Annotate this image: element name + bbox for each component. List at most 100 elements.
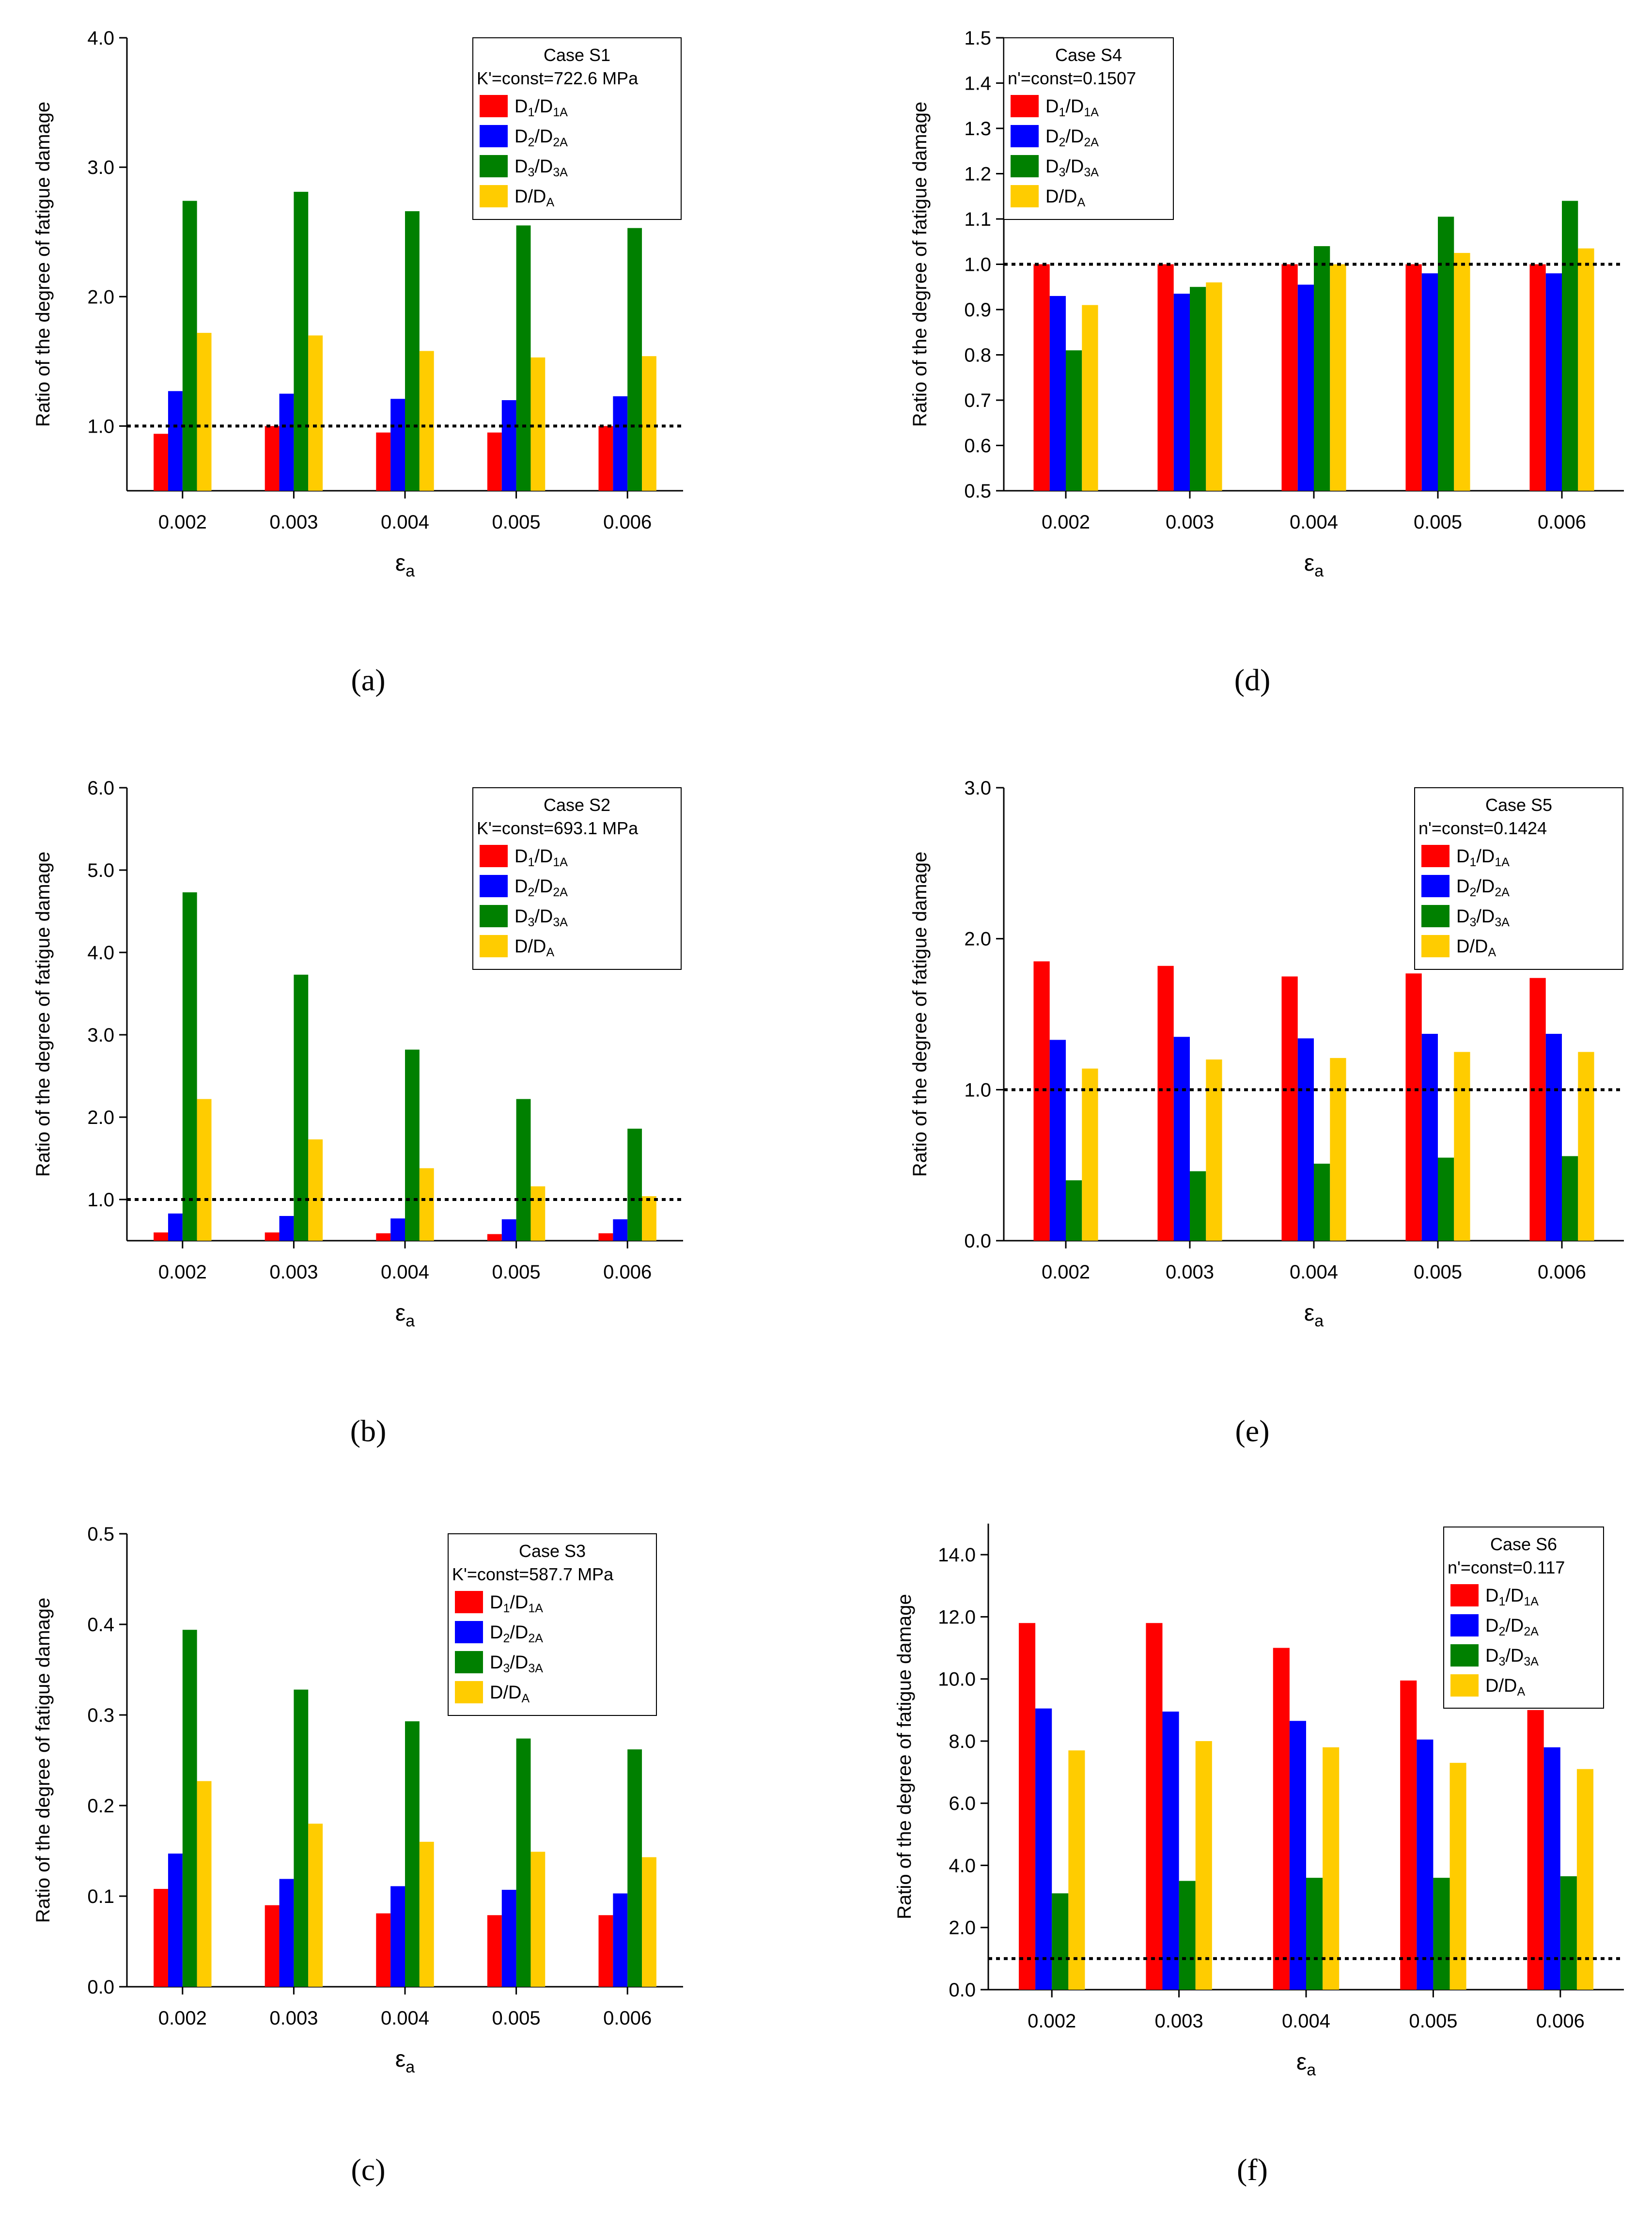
bar-d3-d3a-0.002	[1052, 1893, 1069, 1990]
legend-swatch	[1421, 935, 1449, 957]
bar-d2-d2a-0.005	[1421, 1034, 1438, 1241]
bar-d-da-0.002	[1082, 305, 1098, 491]
legend-swatch	[1421, 905, 1449, 927]
chart-panel-3: 0.0 0.1 0.2 0.3 0.4 0.5 Ratio of the degree of…	[32, 1524, 683, 2187]
y-tick-label: 2.0	[87, 1107, 114, 1128]
x-tick-label: 0.002	[1042, 512, 1090, 533]
legend-swatch	[455, 1651, 483, 1673]
panel-label: (d)	[1234, 663, 1271, 697]
legend-swatch	[1011, 155, 1039, 177]
y-tick-label: 3.0	[964, 778, 991, 799]
x-tick-label: 0.003	[1166, 512, 1214, 533]
bar-d2-d2a-0.004	[390, 1886, 405, 1987]
bar-d2-d2a-0.004	[1289, 1721, 1306, 1990]
legend-entry-label: D2​/D2A​	[490, 1622, 543, 1645]
bar-d-da-0.004	[419, 1168, 434, 1241]
bar-d2-d2a-0.003	[279, 393, 294, 491]
bar-d3-d3a-0.006	[627, 1749, 642, 1987]
legend: Case S5 n'=const=0.1424 D1​/D1A​ D2​/D2A​ D3…	[1414, 787, 1623, 970]
x-tick-label: 0.006	[603, 512, 652, 533]
bar-d1-d1a-0.005	[1405, 264, 1422, 491]
legend-entry-label: D2​/D2A​	[1456, 876, 1510, 899]
x-tick-label: 0.003	[269, 1262, 318, 1283]
x-tick-label: 0.006	[1536, 2010, 1585, 2032]
bar-d3-d3a-0.002	[1066, 350, 1082, 491]
legend-subtitle: K'=const=693.1 MPa	[477, 818, 639, 838]
bar-d2-d2a-0.006	[1543, 1747, 1560, 1990]
legend-entry-label: D3​/D3A​	[514, 906, 568, 929]
legend: Case S6 n'=const=0.117 D1​/D1A​ D2​/D2A​ D3​…	[1443, 1527, 1604, 1709]
y-axis-label: Ratio of the degree of fatigue damage	[32, 102, 54, 427]
bar-d3-d3a-0.002	[182, 201, 197, 491]
legend-entry-label: D1​/D1A​	[1456, 846, 1510, 869]
legend-entry-label: D1​/D1A​	[514, 96, 568, 119]
x-tick-label: 0.002	[158, 1262, 207, 1283]
y-axis-label: Ratio of the degree of fatigue damage	[909, 852, 931, 1177]
bar-d2-d2a-0.003	[279, 1879, 294, 1987]
chart-panel-6: 0.0 2.0 4.0 6.0 8.0 10.0 12.0 14.0 Ratio of the …	[894, 1524, 1624, 2187]
bar-d2-d2a-0.002	[1049, 1040, 1066, 1241]
bar-d-da-0.005	[1454, 253, 1470, 491]
legend-swatch	[480, 95, 508, 117]
y-tick-label: 0.4	[87, 1614, 114, 1636]
bar-d-da-0.003	[1195, 1741, 1212, 1990]
panel-label: (b)	[350, 1414, 387, 1448]
bar-d3-d3a-0.003	[294, 191, 309, 491]
legend: Case S2 K'=const=693.1 MPa D1​/D1A​ D2​/D2A…	[472, 787, 682, 970]
bar-d2-d2a-0.003	[1173, 294, 1190, 491]
bar-d3-d3a-0.002	[1066, 1180, 1082, 1241]
y-tick-label: 0.7	[964, 390, 991, 411]
bar-d1-d1a-0.005	[487, 1915, 502, 1987]
bar-d1-d1a-0.003	[265, 1905, 280, 1987]
bar-d-da-0.002	[197, 333, 212, 491]
x-tick-label: 0.002	[158, 2008, 207, 2029]
y-tick-label: 1.4	[964, 73, 991, 94]
legend-entry-label: D1​/D1A​	[514, 846, 568, 869]
bar-d3-d3a-0.004	[405, 1721, 420, 1987]
legend-swatch	[1011, 95, 1039, 117]
bar-d1-d1a-0.003	[265, 1232, 280, 1241]
y-tick-label: 1.2	[964, 164, 991, 185]
bar-d2-d2a-0.005	[1417, 1739, 1434, 1990]
y-tick-label: 1.5	[964, 28, 991, 49]
y-tick-label: 3.0	[87, 157, 114, 178]
legend-swatch	[1011, 125, 1039, 147]
bar-d3-d3a-0.005	[1433, 1878, 1450, 1990]
y-tick-label: 2.0	[87, 286, 114, 308]
bar-d3-d3a-0.003	[294, 974, 309, 1241]
legend-entry-label: D3​/D3A​	[1485, 1646, 1539, 1668]
x-tick-label: 0.003	[269, 512, 318, 533]
bar-d-da-0.005	[1454, 1052, 1470, 1241]
bar-d2-d2a-0.003	[1173, 1037, 1190, 1241]
legend-entry-label: D/DA​	[1045, 187, 1085, 209]
bar-d3-d3a-0.005	[516, 1099, 531, 1241]
bar-d1-d1a-0.006	[1527, 1710, 1544, 1990]
bar-d2-d2a-0.004	[390, 1218, 405, 1241]
bar-d2-d2a-0.005	[501, 1219, 516, 1241]
legend-entry-label: D2​/D2A​	[1485, 1616, 1539, 1638]
bar-d3-d3a-0.005	[1438, 1157, 1454, 1241]
legend-entry-label: D/DA​	[1485, 1676, 1525, 1698]
y-axis-label: Ratio of the degree of fatigue damage	[32, 852, 54, 1177]
legend-swatch	[480, 155, 508, 177]
bar-d1-d1a-0.002	[154, 1889, 168, 1987]
bar-d1-d1a-0.006	[598, 1915, 613, 1987]
legend-title: Case S2	[544, 795, 610, 815]
x-axis-label: εa	[395, 550, 415, 580]
bar-d1-d1a-0.005	[487, 432, 502, 491]
x-axis-label: εa	[395, 1300, 415, 1330]
bar-d-da-0.005	[1449, 1762, 1466, 1990]
y-tick-label: 5.0	[87, 860, 114, 881]
bar-d3-d3a-0.003	[1190, 287, 1206, 491]
bar-d3-d3a-0.005	[516, 225, 531, 491]
bar-d2-d2a-0.002	[168, 391, 183, 491]
y-tick-label: 3.0	[87, 1025, 114, 1046]
bar-d2-d2a-0.002	[1049, 296, 1066, 491]
bar-d1-d1a-0.003	[265, 426, 280, 491]
y-tick-label: 12.0	[938, 1606, 976, 1628]
x-axis-label: εa	[395, 2046, 415, 2076]
x-tick-label: 0.005	[492, 512, 541, 533]
chart-panel-4: 0.5 0.6 0.7 0.8 0.9 1.0 1.1 1.2 1.3 1.4 1.5 Ratio o…	[909, 28, 1624, 697]
legend-swatch	[1421, 875, 1449, 897]
legend-subtitle: K'=const=722.6 MPa	[477, 68, 639, 88]
